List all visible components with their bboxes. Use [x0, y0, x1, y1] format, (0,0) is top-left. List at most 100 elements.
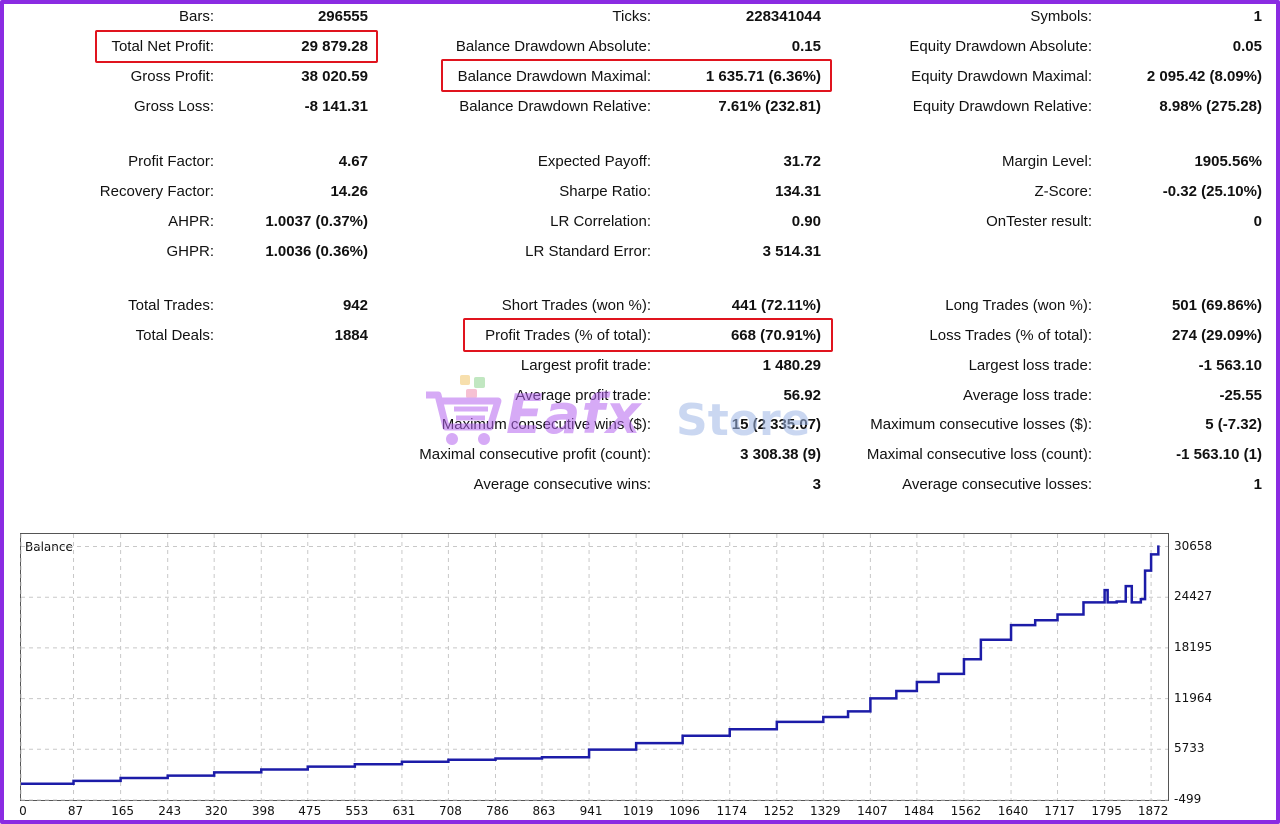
y-tick-label: 30658	[1174, 538, 1213, 553]
stat-row: Symbols: 1	[0, 5, 1280, 29]
x-tick-label: 0	[19, 804, 27, 818]
y-tick-label: 11964	[1174, 690, 1213, 705]
x-tick-label: 243	[158, 804, 182, 818]
x-tick-label: 1174	[716, 804, 747, 818]
stat-label: Equity Drawdown Relative:	[912, 98, 1092, 115]
stat-value: 8.98% (275.28)	[1159, 98, 1262, 115]
stat-row: Ticks: 228341044	[0, 5, 1280, 29]
x-tick-label: 1096	[669, 804, 700, 818]
stat-row: Margin Level: 1905.56%	[0, 150, 1280, 174]
stat-label: Equity Drawdown Maximal:	[911, 68, 1092, 85]
stat-row: Total Deals: 1884	[0, 324, 1280, 348]
stat-label: Average loss trade:	[963, 387, 1092, 404]
highlight-total-net-profit	[95, 30, 378, 63]
chart-title: Balance	[25, 540, 73, 554]
stat-value: -0.32 (25.10%)	[1162, 183, 1262, 200]
stat-value: 7.61% (232.81)	[718, 98, 821, 115]
stat-label: OnTester result:	[986, 213, 1092, 230]
stat-label: Symbols:	[1030, 8, 1092, 25]
stat-value: 38 020.59	[301, 68, 368, 85]
stat-value: 5 (-7.32)	[1205, 416, 1262, 433]
stat-row: Balance Drawdown Absolute: 0.15	[0, 35, 1280, 59]
stat-value: 0	[1253, 213, 1262, 230]
x-tick-label: 708	[438, 804, 462, 818]
stat-label: Balance Drawdown Relative:	[459, 98, 651, 115]
stat-value: 15 (2 335.07)	[731, 416, 821, 433]
stat-label: Average consecutive losses:	[902, 476, 1092, 493]
stat-row: Balance Drawdown Maximal: 1 635.71 (6.36%…	[0, 65, 1280, 89]
x-tick-label: 1252	[763, 804, 795, 818]
x-tick-label: 1329	[810, 804, 841, 818]
stat-value: 1 635.71 (6.36%)	[705, 68, 821, 85]
x-tick-label: 1407	[857, 804, 888, 818]
stat-row: Average loss trade: -25.55	[0, 384, 1280, 408]
stat-label: LR Correlation:	[550, 213, 651, 230]
stat-label: Recovery Factor:	[99, 183, 214, 200]
stat-value: 134.31	[775, 183, 821, 200]
x-tick-label: 1872	[1137, 804, 1169, 818]
stat-label: GHPR:	[166, 243, 214, 260]
stat-value: 274 (29.09%)	[1171, 327, 1262, 344]
y-tick-label: 5733	[1174, 741, 1205, 756]
stat-row: Gross Profit: 38 020.59	[0, 65, 1280, 89]
stat-value: 3 308.38 (9)	[740, 446, 821, 463]
stat-row: Short Trades (won %): 441 (72.11%)	[0, 294, 1280, 318]
stat-label: Total Trades:	[128, 297, 214, 314]
stat-value: 1.0037 (0.37%)	[265, 213, 368, 230]
stat-row: Largest loss trade: -1 563.10	[0, 354, 1280, 378]
stat-row: Equity Drawdown Absolute: 0.05	[0, 35, 1280, 59]
y-tick-label: -499	[1174, 792, 1202, 806]
stat-row: AHPR: 1.0037 (0.37%)	[0, 210, 1280, 234]
stat-row: LR Correlation: 0.90	[0, 210, 1280, 234]
stat-value: 1.0036 (0.36%)	[265, 243, 368, 260]
stat-label: Profit Factor:	[128, 153, 214, 170]
stat-row: Equity Drawdown Maximal: 2 095.42 (8.09%)	[0, 65, 1280, 89]
stat-value: 2 095.42 (8.09%)	[1146, 68, 1262, 85]
stat-row: Expected Payoff: 31.72	[0, 150, 1280, 174]
stat-value: -1 563.10	[1198, 357, 1262, 374]
stat-label: Profit Trades (% of total):	[485, 327, 651, 344]
y-tick-label: 18195	[1174, 639, 1213, 654]
stat-row: Profit Factor: 4.67	[0, 150, 1280, 174]
stat-row: Equity Drawdown Relative: 8.98% (275.28)	[0, 95, 1280, 119]
x-tick-label: 786	[486, 804, 509, 818]
stat-row: Recovery Factor: 14.26	[0, 180, 1280, 204]
stat-value: 31.72	[783, 153, 821, 170]
stat-label: Bars:	[178, 8, 214, 25]
stat-label: AHPR:	[168, 213, 214, 230]
stat-value: 1905.56%	[1194, 153, 1262, 170]
stat-row: Average consecutive wins: 3	[0, 473, 1280, 497]
highlight-balance-drawdown-maximal	[441, 59, 832, 92]
stat-value: 29 879.28	[301, 38, 368, 55]
x-tick-label: 398	[251, 804, 275, 818]
stat-row: Total Net Profit: 29 879.28	[0, 35, 1280, 59]
stat-row: Bars: 296555	[0, 5, 1280, 29]
x-tick-label: 1795	[1091, 804, 1122, 818]
stat-row: Average consecutive losses: 1	[0, 473, 1280, 497]
stat-value: 56.92	[783, 387, 821, 404]
stat-row: Maximal consecutive profit (count): 3 308…	[0, 443, 1280, 467]
stat-value: -8 141.31	[304, 98, 368, 115]
stat-value: 3 514.31	[762, 243, 821, 260]
stat-label: Largest profit trade:	[520, 357, 651, 374]
stat-label: Margin Level:	[1001, 153, 1092, 170]
stat-label: Balance Drawdown Absolute:	[455, 38, 651, 55]
stat-label: Equity Drawdown Absolute:	[909, 38, 1092, 55]
x-tick-label: 1019	[622, 804, 654, 818]
stat-label: Expected Payoff:	[537, 153, 651, 170]
x-tick-label: 941	[579, 804, 603, 818]
stat-row: GHPR: 1.0036 (0.36%)	[0, 240, 1280, 264]
stat-value: 0.90	[791, 213, 821, 230]
x-tick-label: 165	[111, 804, 135, 818]
stat-row: Maximal consecutive loss (count): -1 563.…	[0, 443, 1280, 467]
stat-value: 14.26	[330, 183, 368, 200]
x-tick-label: 863	[532, 804, 556, 818]
x-tick-label: 1562	[950, 804, 982, 818]
stat-label: Long Trades (won %):	[945, 297, 1092, 314]
stat-value: -25.55	[1219, 387, 1262, 404]
stat-row: Maximum consecutive losses ($): 5 (-7.32)	[0, 413, 1280, 437]
stat-value: 0.05	[1232, 38, 1262, 55]
stat-label: Loss Trades (% of total):	[929, 327, 1092, 344]
x-tick-label: 320	[204, 804, 228, 818]
stat-row: Loss Trades (% of total): 274 (29.09%)	[0, 324, 1280, 348]
